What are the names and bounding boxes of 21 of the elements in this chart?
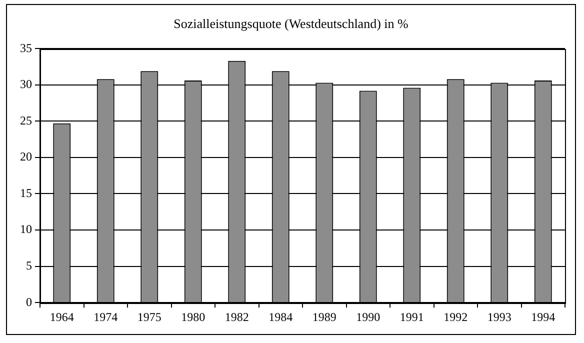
y-tick-label: 30 xyxy=(20,77,32,92)
x-tick-label: 1993 xyxy=(487,310,512,324)
x-tick-label: 1989 xyxy=(312,310,336,324)
x-tick-label: 1990 xyxy=(356,310,380,324)
x-tick-label: 1991 xyxy=(400,310,424,324)
x-tick-label: 1980 xyxy=(181,310,206,324)
x-tick-label: 1974 xyxy=(94,310,118,324)
y-tick-label: 15 xyxy=(20,186,32,200)
x-tick-label: 1984 xyxy=(268,310,293,324)
y-tick-label: 10 xyxy=(20,222,32,236)
x-tick-label: 1964 xyxy=(50,310,74,324)
x-tick-label: 1982 xyxy=(224,310,249,324)
y-tick-label: 0 xyxy=(26,294,32,309)
y-tick-label: 35 xyxy=(20,40,32,55)
chart-title: Sozialleistungsquote (Westdeutschland) in % xyxy=(174,16,409,32)
x-tick-label: 1994 xyxy=(531,310,556,324)
y-tick-label: 20 xyxy=(20,150,32,164)
y-tick-label: 25 xyxy=(20,113,32,128)
x-tick-label: 1992 xyxy=(444,310,468,324)
x-tick-label: 1975 xyxy=(137,310,162,324)
y-tick-label: 5 xyxy=(26,258,32,272)
